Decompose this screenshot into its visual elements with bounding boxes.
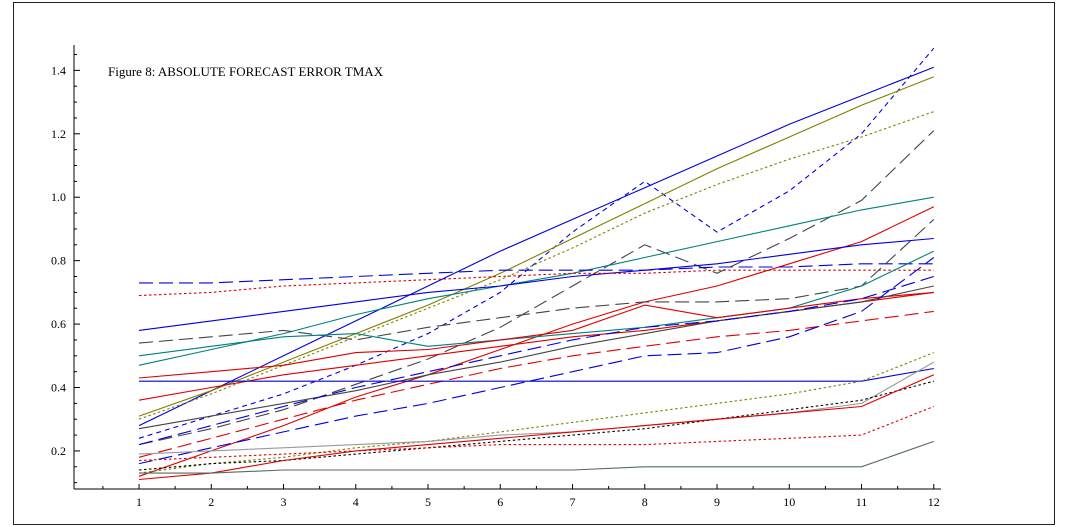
- series-line-17: [138, 310, 934, 458]
- series-lines: [138, 47, 935, 481]
- figure-frame: 0.2 0.4 0.6 0.8 1.0 1.2 1.4 1 2 3 4 5 6 7 8 9 10 11 12 Fig…: [13, 2, 1055, 525]
- x-tick-label: 5: [425, 495, 431, 509]
- y-tick-label: 1.0: [51, 190, 66, 204]
- x-tick-label: 6: [497, 495, 503, 509]
- y-tick-label: 1.4: [51, 63, 66, 77]
- series-line-10: [138, 269, 934, 297]
- series-line-22: [138, 380, 934, 471]
- series-line-11: [138, 218, 935, 344]
- line-chart: 0.20.40.60.81.01.21.41 2 3 4 5 6 7 8 9 10 11 12 Fig…: [51, 45, 941, 509]
- series-line-9: [139, 263, 934, 284]
- x-tick-label: 10: [783, 495, 795, 509]
- y-tick-label: 0.6: [51, 317, 66, 331]
- x-tick-label: 2: [208, 495, 214, 509]
- y-tick-label: 0.4: [51, 381, 66, 395]
- y-tick-label: 0.2: [51, 444, 66, 458]
- x-tick-label: 12: [928, 495, 940, 509]
- series-line-6: [138, 196, 934, 366]
- series-line-23: [138, 374, 935, 481]
- x-tick-label: 3: [281, 495, 287, 509]
- x-tick-label: 7: [570, 495, 576, 509]
- series-line-16: [138, 275, 934, 446]
- series-line-4: [138, 111, 934, 420]
- x-tick-label: 11: [856, 495, 868, 509]
- series-line-3: [138, 76, 935, 417]
- x-tick-label: 8: [642, 495, 648, 509]
- series-line-2: [138, 47, 935, 439]
- series-line-1: [138, 66, 935, 427]
- series-line-15: [138, 285, 934, 430]
- series-line-19: [139, 367, 934, 382]
- axes: 0.20.40.60.81.01.21.41 2 3 4 5 6 7 8 9 10 11 12: [51, 45, 941, 509]
- chart-title: Figure 8: ABSOLUTE FORECAST ERROR TMAX: [108, 64, 384, 79]
- series-line-25: [139, 440, 934, 474]
- series-line-12: [138, 250, 935, 357]
- series-line-20: [138, 352, 935, 474]
- y-tick-label: 1.2: [51, 127, 66, 141]
- x-tick-label: 1: [136, 495, 142, 509]
- series-line-18: [138, 257, 935, 465]
- series-line-13: [138, 291, 934, 379]
- y-tick-label: 0.8: [51, 254, 66, 268]
- series-line-5: [138, 130, 935, 446]
- series-line-8: [138, 237, 934, 331]
- x-tick-label: 9: [714, 495, 720, 509]
- x-tick-label: 4: [353, 495, 359, 509]
